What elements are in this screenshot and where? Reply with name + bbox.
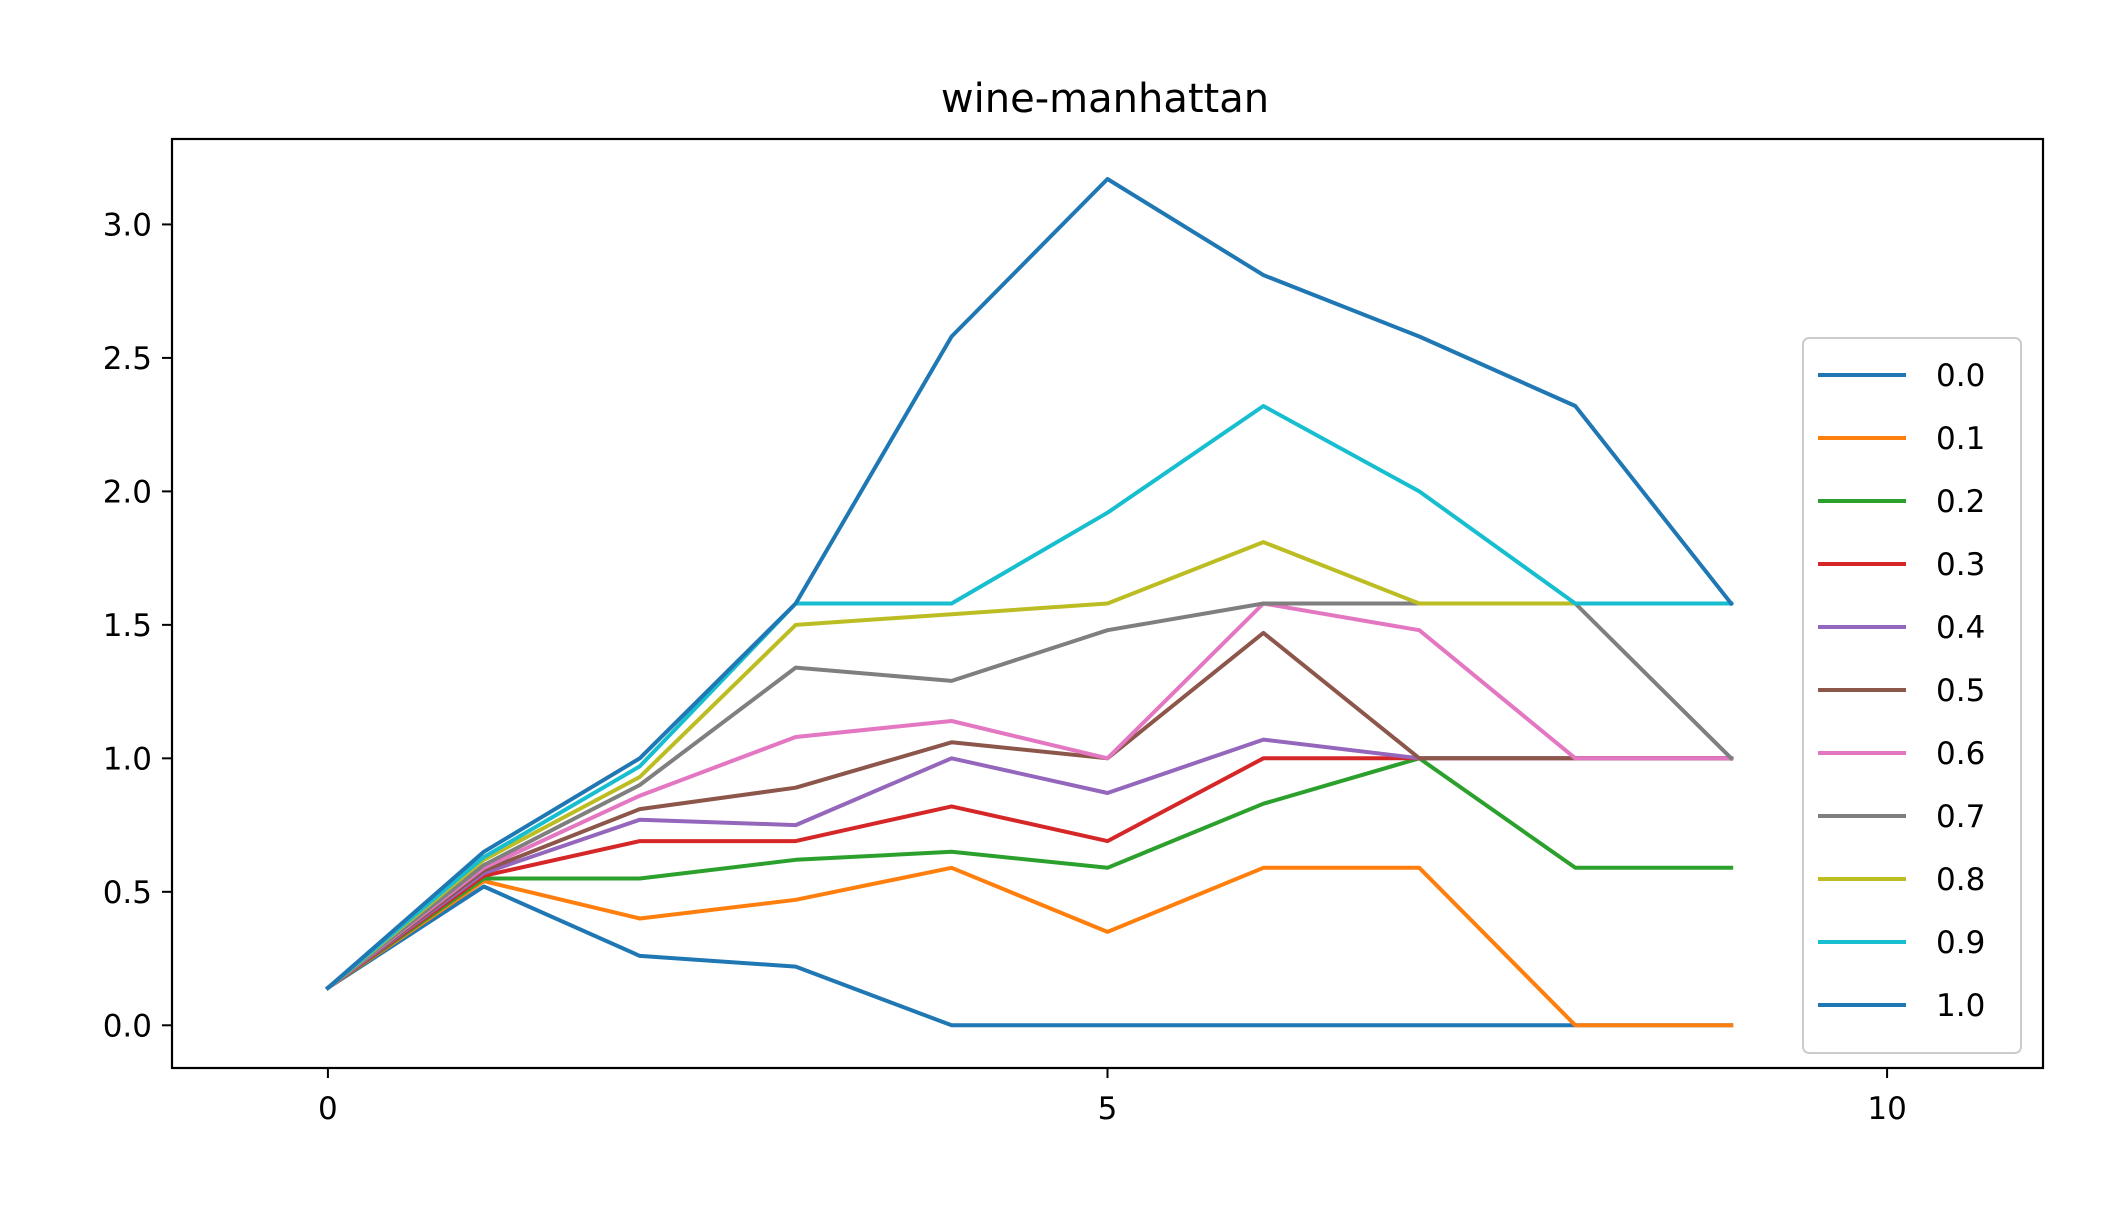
legend-label: 0.7 [1936, 799, 1985, 835]
legend-label: 0.0 [1936, 358, 1985, 394]
chart-title: wine-manhattan [941, 76, 1269, 122]
legend-label: 0.9 [1936, 925, 1985, 961]
legend-label: 0.2 [1936, 484, 1985, 520]
legend-label: 0.5 [1936, 673, 1985, 709]
legend-label: 0.6 [1936, 736, 1985, 772]
x-tick-label: 10 [1867, 1091, 1906, 1127]
x-tick-label: 0 [318, 1091, 338, 1127]
y-tick-label: 1.0 [103, 741, 152, 777]
series-line-0.6 [325, 601, 1734, 991]
legend-label: 0.8 [1936, 862, 1985, 898]
series-line-1.0 [325, 177, 1735, 991]
series-line-0.9 [325, 404, 1734, 991]
x-tick-label: 5 [1098, 1091, 1118, 1127]
y-tick-label: 2.0 [103, 474, 152, 510]
series-line-0.5 [325, 630, 1734, 991]
series-line-0.1 [325, 865, 1734, 1028]
y-tick-label: 1.5 [103, 608, 152, 644]
series-line-0.0 [325, 884, 1734, 1028]
series-line-0.2 [325, 756, 1734, 991]
legend-label: 0.3 [1936, 547, 1985, 583]
series-lines [325, 177, 1735, 1028]
legend-label: 1.0 [1936, 988, 1985, 1024]
legend-label: 0.1 [1936, 421, 1985, 457]
y-tick-label: 0.5 [103, 875, 152, 911]
y-tick-label: 0.0 [103, 1008, 152, 1044]
legend: 0.0 0.1 0.2 0.3 0.4 0.5 0.6 0.7 0.8 0.9 1.0 [1802, 337, 2022, 1054]
plot-frame [170, 137, 2045, 1070]
y-tick-label: 2.5 [103, 341, 152, 377]
legend-box [1802, 337, 2022, 1054]
y-tick-label: 3.0 [103, 207, 152, 243]
series-line-0.8 [325, 540, 1734, 991]
axis-ticks: 0 5 10 0.0 0.5 1.0 1.5 2.0 2.5 3.0 [103, 207, 1907, 1127]
legend-label: 0.4 [1936, 610, 1985, 646]
